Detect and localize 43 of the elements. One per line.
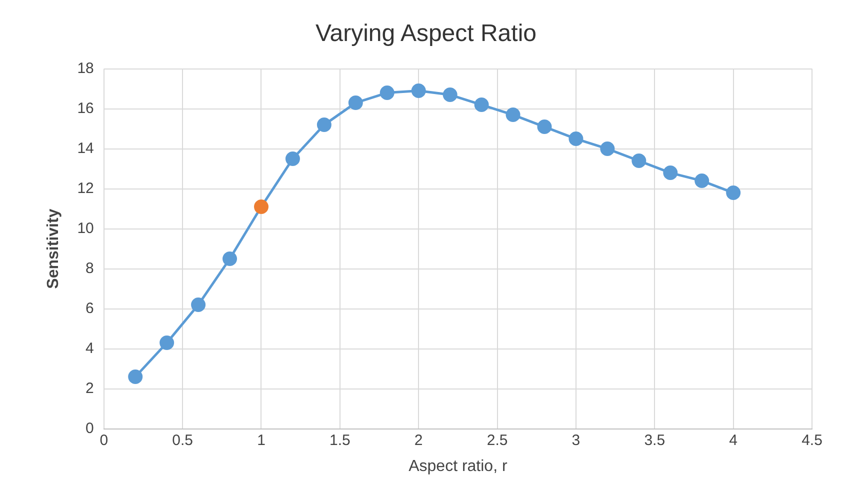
y-axis-title: Sensitivity (45, 208, 62, 289)
point (222, 252, 238, 266)
y-tick-label: 14 (77, 140, 94, 157)
y-tick-label: 4 (86, 340, 94, 357)
point (380, 86, 394, 100)
point (254, 200, 268, 214)
y-tick-label: 16 (77, 100, 94, 117)
y-tick-label: 18 (77, 60, 94, 77)
y-tick-label: 0 (86, 420, 94, 437)
point (726, 186, 741, 200)
point (316, 118, 332, 132)
x-tick-label: 1.5 (329, 432, 350, 449)
y-tick-label: 8 (86, 260, 94, 277)
y-tick-label: 10 (77, 220, 94, 237)
y-tick-label: 12 (77, 180, 94, 197)
x-tick-label: 3.5 (644, 432, 666, 449)
point (537, 120, 552, 134)
y-tick-label: 2 (86, 380, 94, 397)
point (285, 152, 300, 166)
point (632, 154, 646, 168)
point (568, 132, 584, 146)
point (663, 166, 678, 180)
x-tick-label: 0 (100, 432, 108, 449)
point (474, 98, 489, 112)
chart-title: Varying Aspect Ratio (315, 20, 537, 48)
x-tick-label: 2.5 (486, 432, 508, 449)
x-tick-label: 2 (414, 432, 423, 449)
x-tick-label: 1 (257, 432, 266, 449)
point (694, 174, 710, 188)
point (442, 88, 458, 102)
point (128, 370, 143, 384)
x-tick-label: 4 (729, 432, 738, 449)
point (160, 336, 174, 350)
x-tick-label: 4.5 (802, 432, 822, 449)
point (191, 298, 206, 312)
y-tick-label: 6 (86, 300, 94, 317)
x-tick-label: 0.5 (172, 432, 193, 449)
point (348, 96, 363, 110)
x-tick-label: 3 (572, 432, 580, 449)
point (600, 142, 615, 156)
point (506, 108, 520, 122)
x-axis-title: Aspect ratio, r (408, 458, 508, 475)
point (411, 84, 426, 98)
